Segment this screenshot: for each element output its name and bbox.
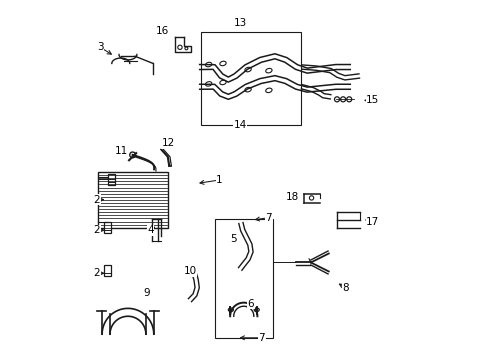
Text: 2: 2 [93, 225, 100, 235]
Text: 4: 4 [147, 225, 154, 235]
Text: 15: 15 [366, 95, 379, 105]
Text: 2: 2 [93, 195, 100, 205]
Text: 5: 5 [229, 234, 236, 244]
Text: 17: 17 [366, 217, 379, 227]
Text: 7: 7 [265, 213, 272, 222]
Bar [104, 222, 111, 233]
Bar [98, 172, 168, 228]
Bar [107, 174, 115, 185]
Text: 7: 7 [258, 333, 264, 343]
Text: 10: 10 [183, 266, 196, 276]
Bar [201, 32, 301, 126]
Bar [104, 265, 111, 276]
Text: 13: 13 [233, 18, 246, 28]
Text: 14: 14 [233, 121, 246, 130]
Text: 6: 6 [247, 299, 254, 309]
Bar [215, 220, 273, 338]
Text: 8: 8 [342, 283, 348, 293]
Text: 11: 11 [115, 145, 128, 156]
Text: 9: 9 [143, 288, 150, 298]
Text: 1: 1 [216, 175, 222, 185]
Text: 2: 2 [93, 268, 100, 278]
Text: 3: 3 [97, 42, 103, 52]
Text: 16: 16 [156, 26, 169, 36]
Text: 12: 12 [162, 139, 175, 148]
Text: 18: 18 [285, 192, 299, 202]
